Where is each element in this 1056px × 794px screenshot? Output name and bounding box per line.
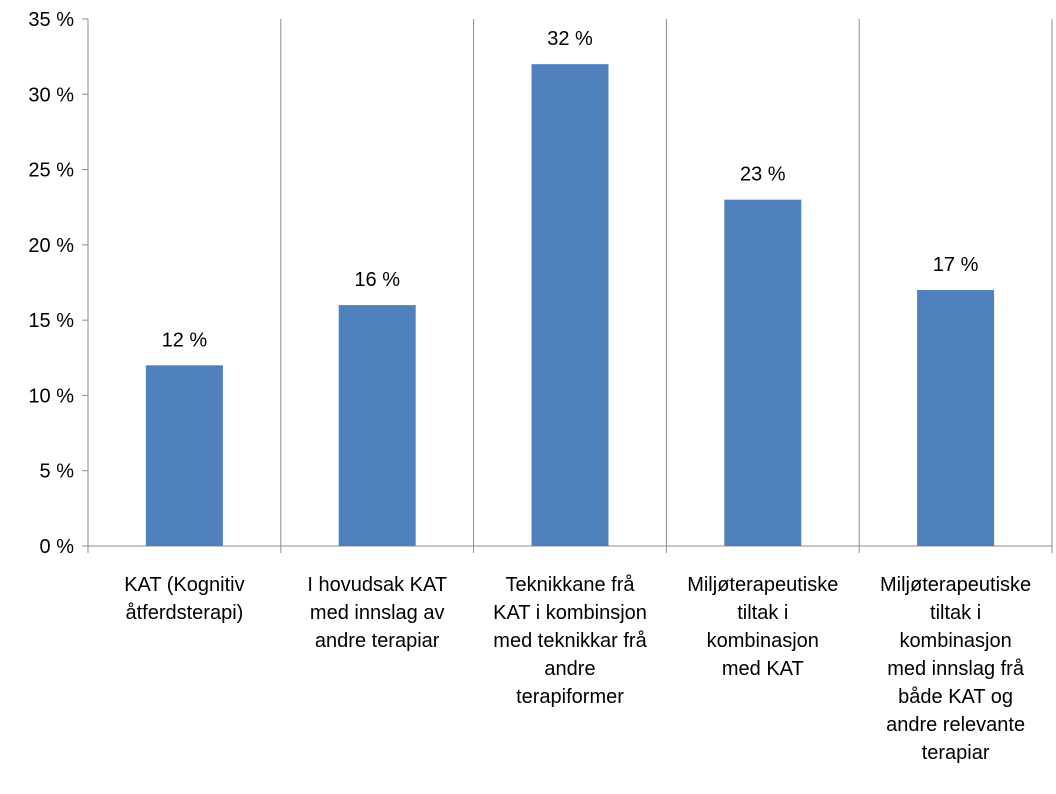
bars	[145, 64, 995, 547]
y-tick-label: 5 %	[40, 461, 75, 483]
y-tick-label: 25 %	[28, 160, 74, 182]
bar	[338, 305, 416, 546]
category-label: I hovudsak KAT med innslag av andre terapi…	[307, 574, 447, 652]
y-tick-label: 20 %	[28, 235, 74, 257]
category-label: Miljøterapeutiske tiltak i kombinasjon med …	[880, 574, 1031, 764]
y-tick-label: 30 %	[28, 84, 74, 106]
data-label: 32 %	[547, 28, 593, 50]
bar	[724, 199, 802, 546]
bar	[531, 64, 609, 547]
grid-lines	[280, 19, 1053, 546]
data-label: 16 %	[354, 269, 400, 291]
category-label: Miljøterapeutiske tiltak i kombinasjon med …	[687, 574, 838, 680]
y-tick-label: 10 %	[28, 385, 74, 407]
bar	[145, 365, 223, 546]
category-label: KAT (Kognitiv åtferdsterapi)	[124, 574, 244, 624]
labels: 0 % 5 % 10 % 15 % 20 % 25 % 30 % 35 % 12 % KAT (K…	[28, 9, 1031, 764]
category-label: Teknikkane frå KAT i kombinsjon med teknik…	[493, 574, 647, 708]
data-label: 12 %	[162, 329, 208, 351]
y-tick-label: 15 %	[28, 310, 74, 332]
data-label: 23 %	[740, 164, 786, 186]
data-label: 17 %	[933, 254, 979, 276]
y-tick-label: 0 %	[40, 536, 75, 558]
y-tick-label: 35 %	[28, 9, 74, 31]
bar	[917, 290, 995, 546]
